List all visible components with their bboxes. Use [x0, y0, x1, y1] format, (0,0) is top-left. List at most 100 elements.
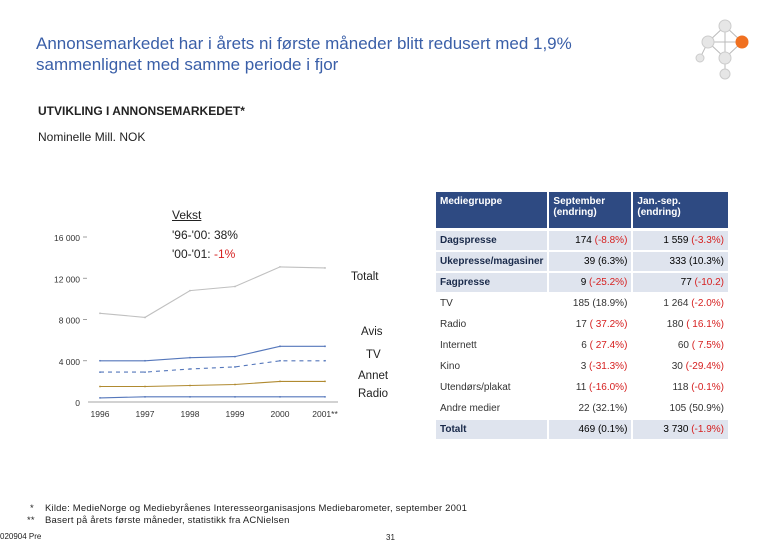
jan-sep-value: 333: [669, 256, 687, 267]
cell-jan-sep: 1 559 (-3.3%): [632, 229, 728, 252]
cell-media-group: Andre medier: [436, 398, 550, 420]
table-row: Utendørs/plakat 11 (-16.0%) 118 (-0.1%): [436, 377, 728, 399]
growth-title: Vekst: [172, 208, 202, 222]
data-point-annet: [324, 380, 326, 383]
network-logo-icon: [695, 19, 749, 80]
growth-line-2-value: -1%: [213, 247, 236, 261]
table-row: Dagspresse 174 (-8.8%) 1 559 (-3.3%): [436, 229, 728, 252]
y-tick-label: 4 000: [59, 357, 81, 367]
media-group-name: Radio: [440, 319, 467, 330]
data-point-totalt: [234, 285, 236, 288]
september-value: 22: [578, 403, 590, 414]
cell-september: 185 (18.9%): [548, 293, 634, 315]
data-point-totalt: [279, 266, 281, 268]
series-line-radio: [99, 396, 325, 399]
series-label-avis: Avis: [361, 326, 383, 338]
data-point-totalt: [99, 312, 101, 315]
september-value: 185: [572, 298, 590, 309]
series-label-tv: TV: [366, 349, 381, 361]
table-row: Radio 17 ( 37.2%) 180 ( 16.1%): [436, 314, 728, 336]
september-change: (32.1%): [592, 403, 628, 414]
x-tick-label: 1997: [136, 409, 155, 419]
data-point-annet: [279, 380, 281, 383]
data-point-radio: [279, 395, 281, 398]
cell-media-group: Ukepresse/magasiner: [436, 251, 550, 273]
jan-sep-value: 1 264: [663, 298, 689, 309]
y-tick-label: 8 000: [59, 316, 81, 326]
september-value: 9: [580, 277, 587, 288]
jan-sep-value: 180: [666, 319, 684, 330]
data-point-annet: [144, 385, 146, 388]
series-label-totalt: Totalt: [351, 271, 379, 283]
cell-september: 39 (6.3%): [548, 251, 634, 273]
media-group-name: Andre medier: [440, 403, 501, 414]
footnote-1-mark: *: [30, 503, 34, 514]
col-header-jan-sep: Jan.-sep. (endring): [632, 192, 728, 231]
september-value: 17: [575, 319, 587, 330]
data-point-tv: [279, 359, 281, 362]
jan-sep-value: 30: [671, 361, 683, 372]
x-tick-label: 2000: [271, 409, 290, 419]
jan-sep-change: (50.9%): [688, 403, 724, 414]
jan-sep-change: (-2.0%): [691, 298, 724, 309]
data-point-tv: [189, 368, 191, 370]
table-row: Andre medier 22 (32.1%) 105 (50.9%): [436, 398, 728, 420]
jan-sep-change: (-10.2): [694, 277, 724, 288]
table-header-row: Mediegruppe September (endring) Jan.-sep…: [436, 192, 728, 231]
media-group-name: Utendørs/plakat: [440, 382, 511, 393]
growth-line-2-prefix: '00-'01:: [172, 247, 214, 261]
series-line-annet: [100, 380, 325, 388]
data-point-tv: [234, 366, 236, 368]
cell-september: 9 (-25.2%): [548, 272, 634, 294]
september-change: (0.1%): [597, 424, 628, 435]
jan-sep-change: (-1.9%): [691, 424, 724, 435]
series-line-tv: [100, 360, 325, 373]
x-tick-label: 2001**: [312, 409, 338, 419]
jan-sep-value: 1 559: [663, 235, 689, 246]
cell-september: 3 (-31.3%): [548, 356, 634, 378]
data-point-radio: [234, 395, 236, 398]
data-point-totalt: [324, 267, 326, 269]
cell-september: 6 ( 27.4%): [548, 335, 634, 357]
jan-sep-change: ( 16.1%): [686, 319, 724, 330]
media-group-name: Ukepresse/magasiner: [440, 256, 544, 267]
cell-september: 22 (32.1%): [548, 398, 634, 420]
series-label-annet: Annet: [358, 370, 389, 382]
september-change: (6.3%): [597, 256, 628, 267]
september-change: ( 37.2%): [589, 319, 628, 330]
cell-jan-sep: 1 264 (-2.0%): [632, 293, 728, 315]
data-point-annet: [99, 385, 101, 388]
jan-sep-value: 3 730: [663, 424, 689, 435]
jan-sep-value: 77: [680, 277, 692, 288]
data-point-annet: [189, 384, 191, 387]
media-group-name: Fagpresse: [440, 277, 491, 288]
september-change: (-25.2%): [589, 277, 628, 288]
growth-line-1: '96-'00: 38%: [172, 228, 238, 242]
september-value: 3: [580, 361, 587, 372]
cell-media-group: Fagpresse: [436, 272, 550, 294]
table-row: Kino 3 (-31.3%) 30 (-29.4%): [436, 356, 728, 378]
cell-september: 17 ( 37.2%): [548, 314, 634, 336]
jan-sep-change: (-3.3%): [691, 235, 724, 246]
jan-sep-change: ( 7.5%): [691, 340, 724, 351]
cell-media-group: Utendørs/plakat: [436, 377, 550, 399]
series-label-radio: Radio: [358, 388, 389, 400]
media-group-name: Kino: [440, 361, 461, 372]
cell-jan-sep: 105 (50.9%): [632, 398, 728, 420]
cell-september: 174 (-8.8%): [548, 229, 634, 252]
page-number: 31: [386, 533, 395, 542]
cell-media-group: TV: [436, 293, 550, 315]
jan-sep-change: (-0.1%): [691, 382, 724, 393]
table-row: TV 185 (18.9%) 1 264 (-2.0%): [436, 293, 728, 315]
page-title: Annonsemarkedet har i årets ni første må…: [36, 34, 572, 74]
data-point-avis: [324, 345, 326, 348]
footnote-2-mark: **: [27, 515, 35, 526]
x-tick-label: 1998: [181, 409, 200, 419]
x-tick-label: 1999: [226, 409, 245, 419]
september-change: (-31.3%): [589, 361, 628, 372]
cell-jan-sep: 60 ( 7.5%): [632, 335, 728, 357]
media-group-name: Internett: [440, 340, 477, 351]
cell-media-group: Internett: [436, 335, 550, 357]
cell-media-group: Dagspresse: [436, 229, 550, 252]
data-point-tv: [324, 359, 326, 362]
